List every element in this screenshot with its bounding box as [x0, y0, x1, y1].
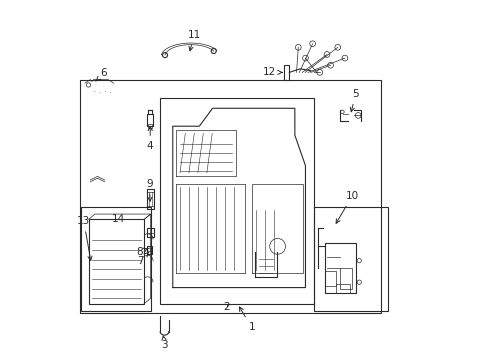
Text: 4: 4 [146, 126, 153, 151]
Bar [88, 220, 144, 304]
Text: 11: 11 [187, 30, 201, 51]
Text: 10: 10 [335, 191, 358, 223]
Text: 13: 13 [77, 216, 92, 261]
Bar [325, 271, 335, 286]
Bar [80, 80, 380, 313]
Text: 6: 6 [96, 68, 107, 81]
Text: 3: 3 [161, 336, 168, 350]
Text: 5: 5 [349, 89, 358, 112]
Bar [147, 114, 153, 126]
Bar [314, 207, 387, 311]
Text: 1: 1 [239, 307, 254, 332]
Text: 8: 8 [136, 247, 147, 257]
Bar [148, 125, 152, 128]
Bar [339, 268, 351, 289]
Bar [325, 243, 355, 293]
Bar [147, 246, 152, 253]
Bar [147, 189, 154, 209]
Text: 14: 14 [111, 215, 124, 224]
Bar [284, 65, 289, 80]
Text: 2: 2 [223, 302, 229, 312]
Text: 9: 9 [146, 179, 152, 201]
Bar [81, 207, 151, 311]
Bar [160, 98, 314, 304]
Text: 12: 12 [263, 67, 282, 77]
Bar [335, 284, 349, 293]
Text: 7: 7 [137, 252, 148, 266]
Bar [147, 228, 154, 237]
